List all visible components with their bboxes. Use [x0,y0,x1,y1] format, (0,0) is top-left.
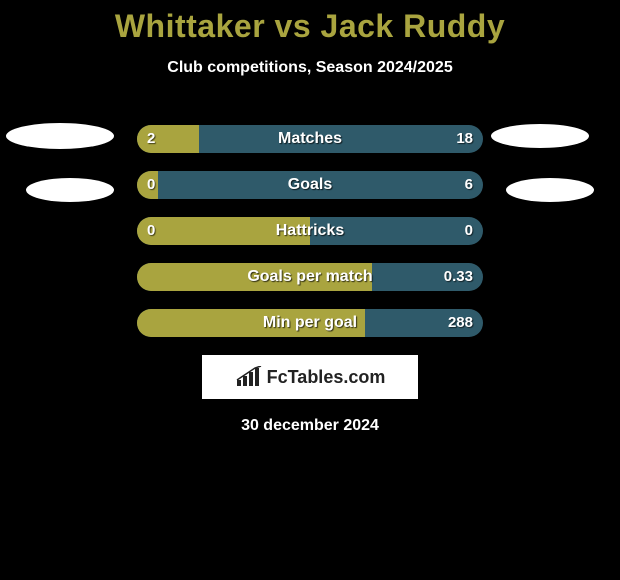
decorative-ellipse [6,123,114,149]
stat-row: 218Matches [137,125,483,153]
decorative-ellipse [26,178,114,202]
decorative-ellipse [506,178,594,202]
logo-text: FcTables.com [267,367,386,388]
page-title: Whittaker vs Jack Ruddy [0,0,620,45]
decorative-ellipse [491,124,589,148]
stat-row: 288Min per goal [137,309,483,337]
stat-label: Matches [137,125,483,153]
stat-row: 0.33Goals per match [137,263,483,291]
stat-row: 00Hattricks [137,217,483,245]
comparison-chart: 218Matches 06Goals 00Hattricks 0.33Goals pe… [0,125,620,337]
stat-row: 06Goals [137,171,483,199]
stat-label: Min per goal [137,309,483,337]
stat-label: Goals per match [137,263,483,291]
date-text: 30 december 2024 [0,417,620,435]
bar-chart-icon [235,366,263,388]
subtitle: Club competitions, Season 2024/2025 [0,59,620,77]
stat-label: Goals [137,171,483,199]
logo-box: FcTables.com [202,355,418,399]
stat-label: Hattricks [137,217,483,245]
